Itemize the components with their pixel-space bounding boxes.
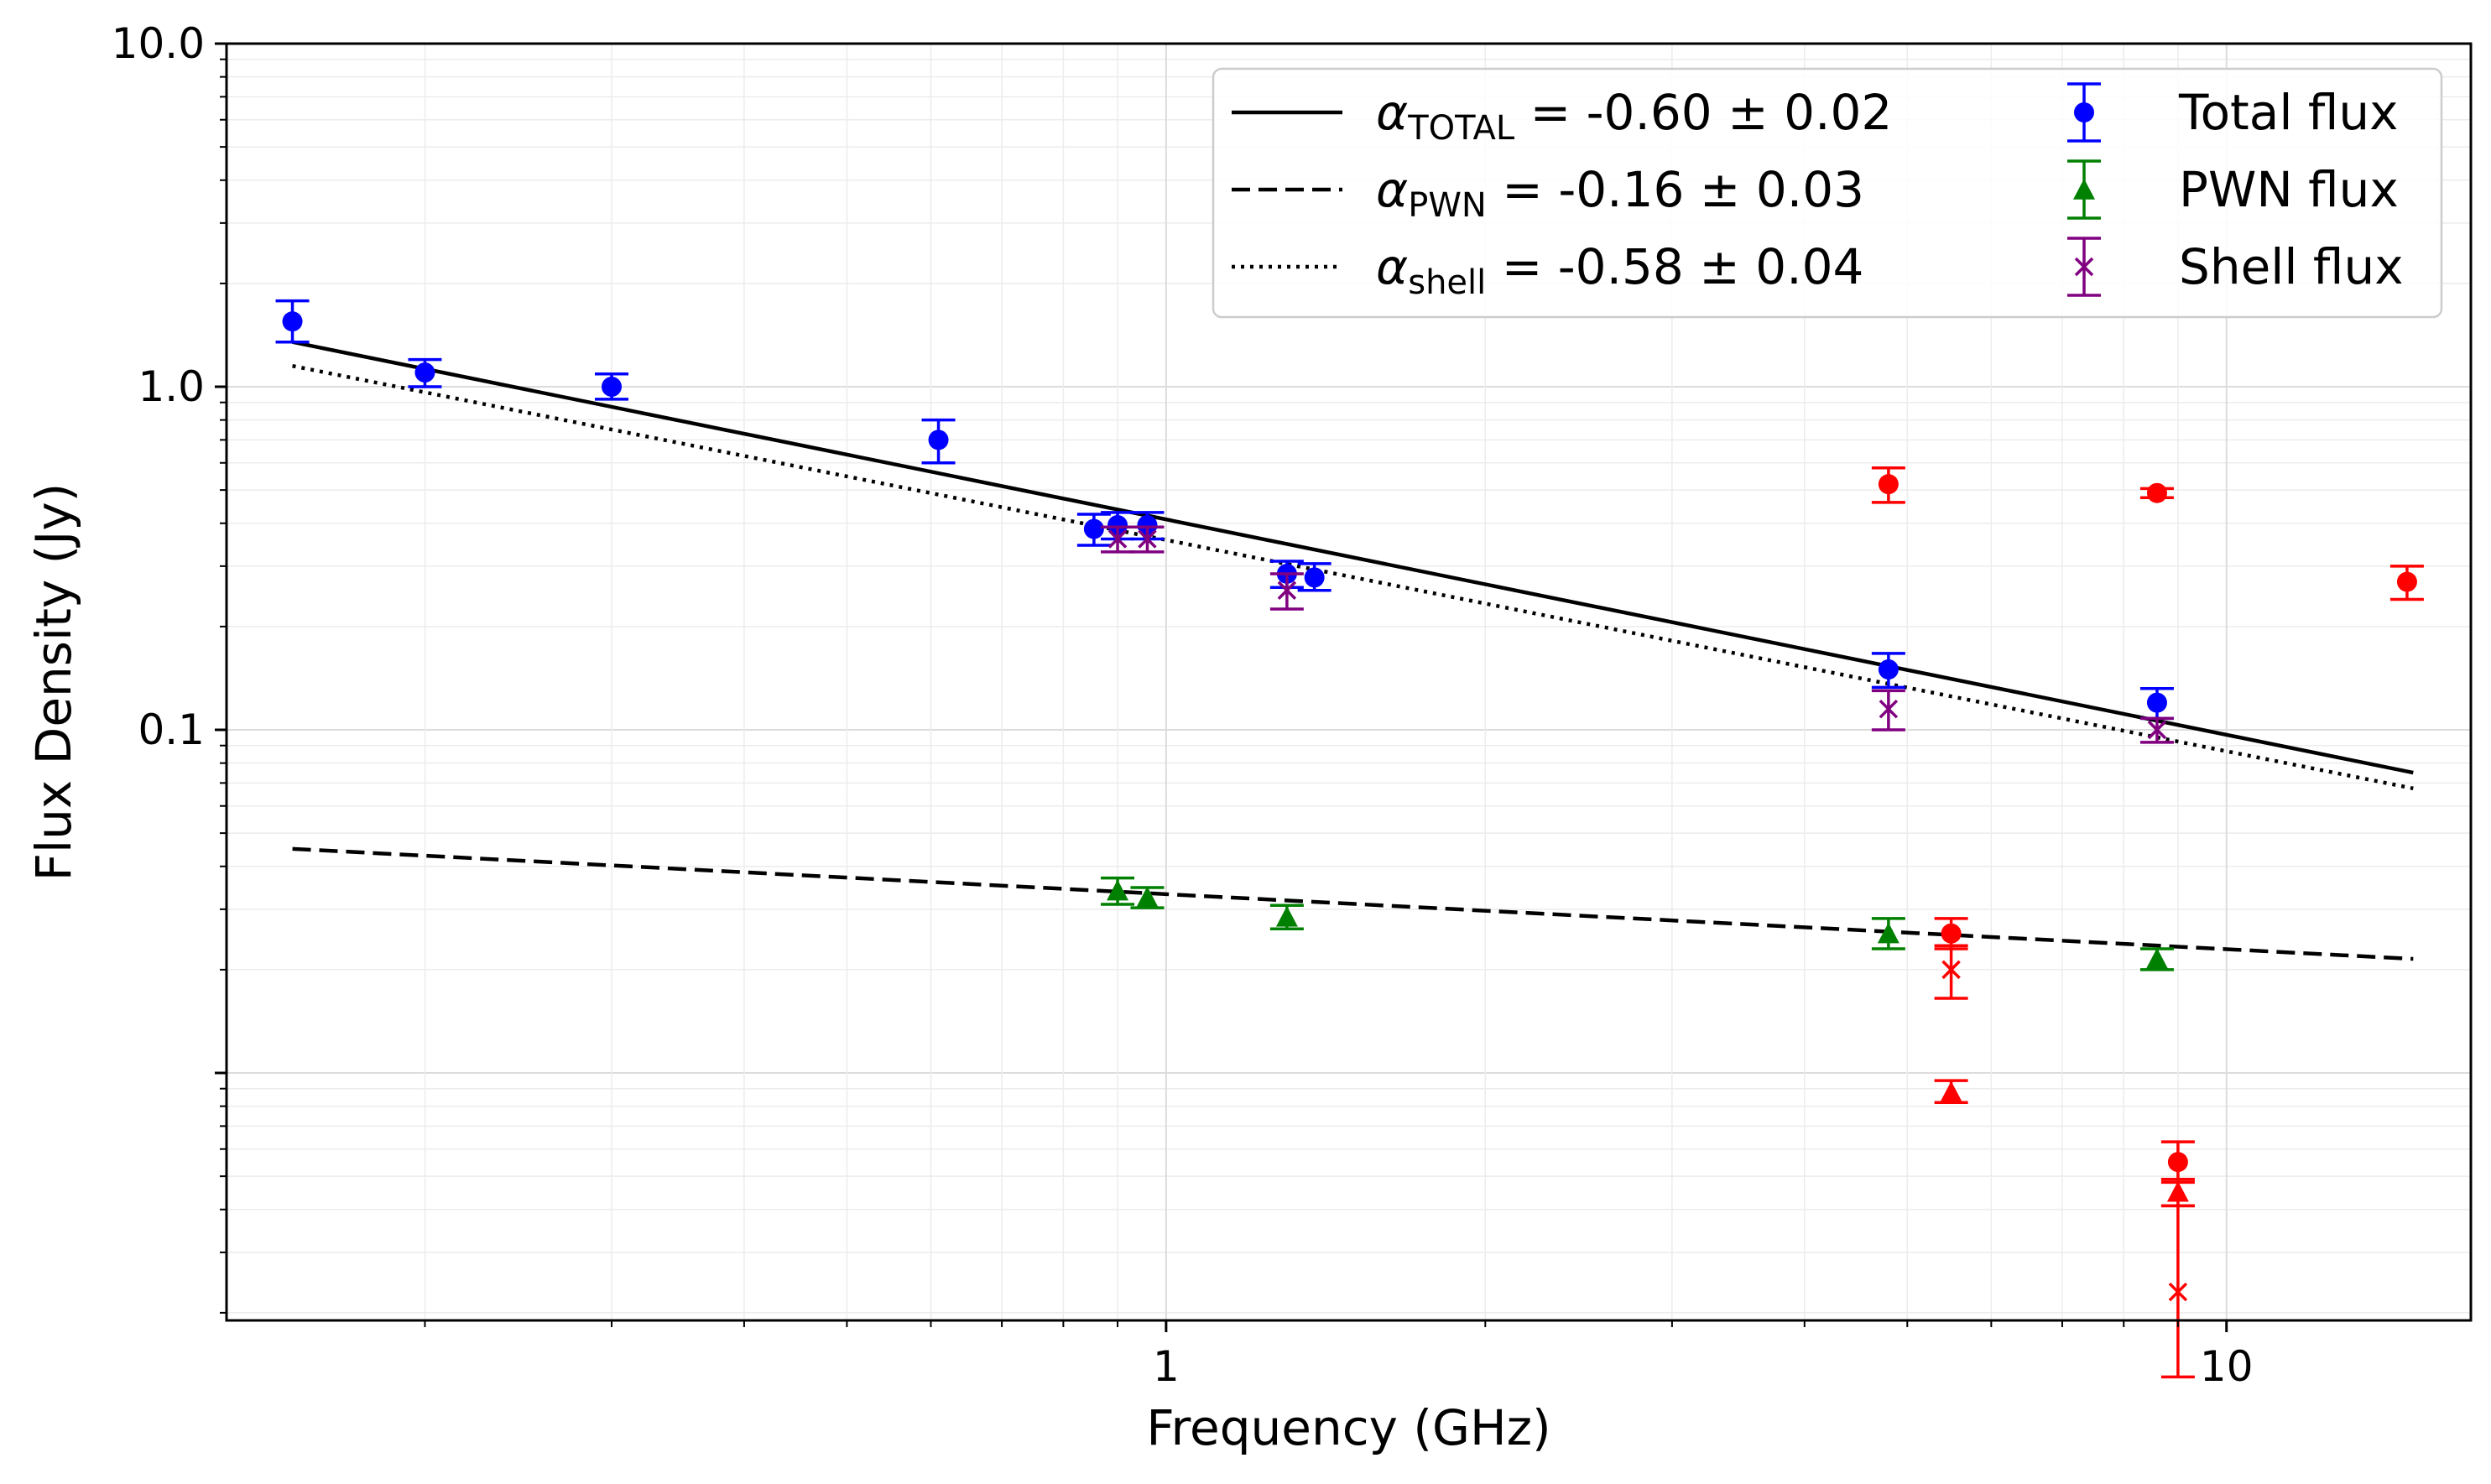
x-tick-label: 10: [2200, 1342, 2254, 1391]
total-flux-point: [1878, 659, 1899, 680]
legend-label-shell-flux: Shell flux: [2179, 238, 2404, 295]
x-axis-label: Frequency (GHz): [1146, 1399, 1550, 1456]
excluded-red-point: [2166, 1180, 2189, 1202]
legend-box: [1212, 67, 2443, 319]
excluded-red-point: [2396, 571, 2417, 592]
y-tick-label: 1.0: [138, 362, 205, 411]
excluded-red-point: [1941, 960, 1961, 980]
legend-label-shell: αshell = -0.58 ± 0.04: [1376, 238, 1863, 302]
total-flux-point: [1107, 514, 1128, 535]
total-flux-point: [414, 362, 435, 383]
excluded-red-point: [1878, 474, 1899, 495]
total-flux-point: [1304, 567, 1325, 588]
excluded-red-point: [2167, 1152, 2188, 1173]
shell-flux-point: [1138, 529, 1157, 549]
pwn-flux-point: [1107, 879, 1129, 901]
excluded-red-point: [2146, 482, 2167, 503]
fit-lines: [292, 340, 2414, 961]
plot-frame: [225, 42, 2473, 1322]
y-axis-label: Flux Density (Jy): [25, 483, 82, 882]
total-flux-point: [928, 430, 949, 450]
y-tick-label: 10.0: [112, 19, 205, 68]
shell-flux-point: [2147, 720, 2167, 740]
shell-flux-point: [1277, 581, 1297, 600]
legend-label-total-flux: Total flux: [2178, 84, 2399, 141]
legend-label-pwn: αPWN = -0.16 ± 0.03: [1376, 161, 1864, 225]
legend-marker-pwn-flux: [2073, 179, 2095, 200]
shell-flux-point: [1879, 699, 1899, 719]
fit-line-shell: [292, 363, 2414, 791]
total-flux-point: [282, 311, 303, 332]
total-flux-point: [602, 377, 623, 398]
y-tick-label: 0.1: [138, 706, 205, 754]
total-flux-point: [2146, 692, 2167, 713]
excluded-red-point: [1940, 1080, 1962, 1102]
fit-line-pwn: [292, 846, 2414, 961]
axis-ticks: 1 10 0.1 1.0 10.0: [112, 19, 2254, 1391]
total-flux-point: [1137, 514, 1158, 535]
legend-label-total: αTOTAL = -0.60 ± 0.02: [1376, 84, 1892, 148]
excluded-red-point: [1941, 923, 1962, 944]
legend: αTOTAL = -0.60 ± 0.02 αPWN = -0.16 ± 0.03…: [1212, 67, 2443, 319]
fit-line-total: [292, 340, 2414, 775]
excluded-red-point: [2168, 1282, 2188, 1302]
pwn-flux-point: [1877, 922, 1900, 944]
shell-flux-point: [1107, 529, 1128, 549]
total-flux-point: [1083, 518, 1104, 539]
legend-label-pwn-flux: PWN flux: [2179, 161, 2399, 218]
legend-marker-shell-flux: [2074, 257, 2094, 277]
pwn-flux-point: [2145, 948, 2168, 969]
pwn-flux-point: [1136, 886, 1159, 908]
pwn-flux-point: [1275, 905, 1298, 927]
legend-marker-total-flux: [2074, 102, 2094, 122]
x-tick-label: 1: [1153, 1342, 1180, 1391]
data-points: [275, 299, 2424, 1379]
